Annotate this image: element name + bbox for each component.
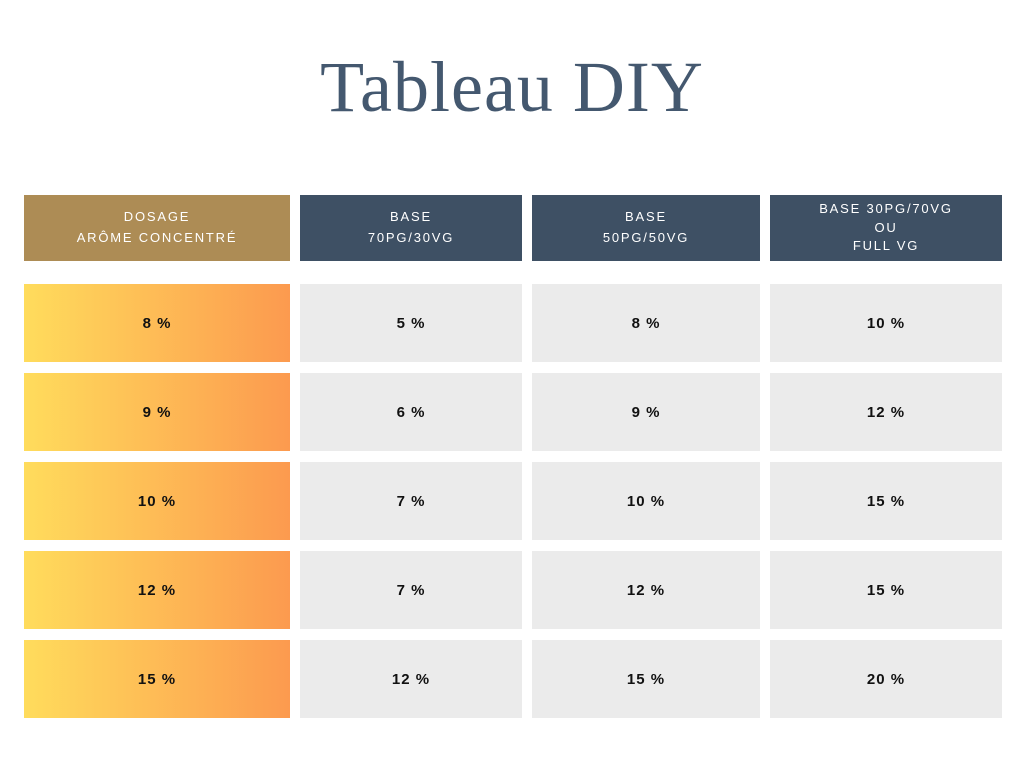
cell-base-70-30: 7 % bbox=[300, 551, 522, 629]
cell-base-30-70: 15 % bbox=[770, 462, 1002, 540]
cell-dosage: 10 % bbox=[24, 462, 290, 540]
header-line: 50PG/50VG bbox=[602, 230, 690, 245]
header-line: BASE bbox=[625, 209, 667, 225]
header-line: FULL VG bbox=[852, 238, 920, 254]
cell-base-70-30: 7 % bbox=[300, 462, 522, 540]
cell-base-70-30: 12 % bbox=[300, 640, 522, 718]
table-body: 8 % 5 % 8 % 10 % 9 % 6 % 9 % 12 % 10 % 7… bbox=[24, 284, 1002, 718]
cell-base-30-70: 15 % bbox=[770, 551, 1002, 629]
cell-dosage: 12 % bbox=[24, 551, 290, 629]
column-header-base-70-30: BASE 70PG/30VG bbox=[300, 195, 522, 261]
cell-base-50-50: 10 % bbox=[532, 462, 760, 540]
header-line: 70PG/30VG bbox=[367, 230, 455, 245]
cell-base-50-50: 8 % bbox=[532, 284, 760, 362]
header-line: OU bbox=[874, 219, 898, 235]
cell-base-30-70: 12 % bbox=[770, 373, 1002, 451]
cell-base-50-50: 15 % bbox=[532, 640, 760, 718]
cell-base-50-50: 12 % bbox=[532, 551, 760, 629]
cell-base-70-30: 5 % bbox=[300, 284, 522, 362]
header-line: DOSAGE bbox=[123, 209, 191, 225]
cell-base-30-70: 20 % bbox=[770, 640, 1002, 718]
cell-base-30-70: 10 % bbox=[770, 284, 1002, 362]
cell-dosage: 9 % bbox=[24, 373, 290, 451]
column-header-base-50-50: BASE 50PG/50VG bbox=[532, 195, 760, 261]
column-header-base-30-70: BASE 30PG/70VG OU FULL VG bbox=[770, 195, 1002, 261]
page-title: Tableau DIY bbox=[320, 47, 704, 127]
cell-base-70-30: 6 % bbox=[300, 373, 522, 451]
diy-table: DOSAGE ARÔME CONCENTRÉ BASE 70PG/30VG BA… bbox=[24, 195, 1002, 718]
cell-dosage: 8 % bbox=[24, 284, 290, 362]
column-header-dosage: DOSAGE ARÔME CONCENTRÉ bbox=[24, 195, 290, 261]
header-line: ARÔME CONCENTRÉ bbox=[76, 230, 238, 245]
cell-dosage: 15 % bbox=[24, 640, 290, 718]
header-line: BASE bbox=[390, 209, 432, 225]
table-header-row: DOSAGE ARÔME CONCENTRÉ BASE 70PG/30VG BA… bbox=[24, 195, 1002, 261]
header-line: BASE 30PG/70VG bbox=[819, 200, 953, 216]
cell-base-50-50: 9 % bbox=[532, 373, 760, 451]
